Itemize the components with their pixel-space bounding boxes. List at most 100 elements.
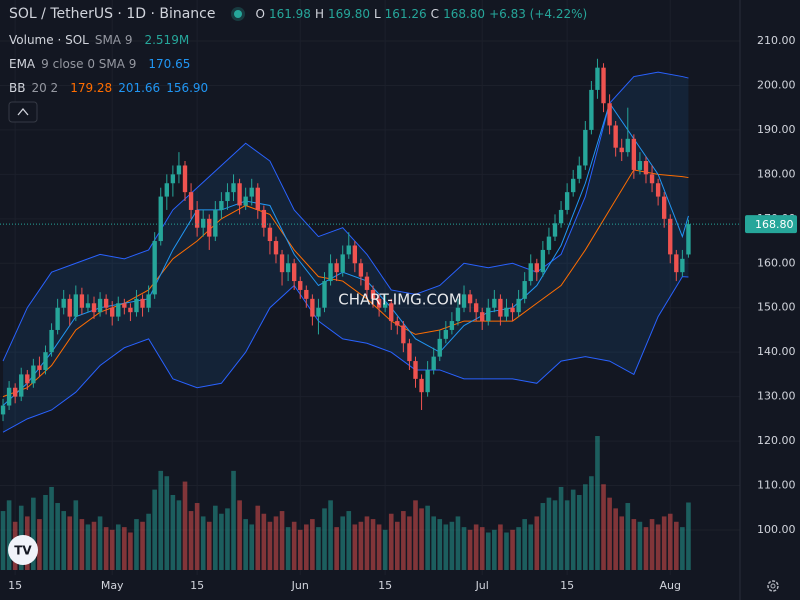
volume-bar (637, 521, 643, 570)
volume-bar (170, 494, 176, 570)
volume-bar (680, 527, 685, 570)
last-price-label: 168.80 (755, 218, 794, 231)
volume-bar (146, 513, 151, 570)
volume-bar (504, 532, 509, 570)
volume-bar (182, 481, 188, 570)
ohlc-value: 169.80 (327, 7, 370, 21)
volume-bar (316, 527, 321, 570)
x-tick-label: 15 (8, 579, 22, 592)
candle-body (116, 303, 121, 317)
candle-body (546, 236, 552, 250)
candle-body (79, 294, 85, 308)
ohlc-value: 161.98 (268, 7, 311, 21)
candle-body (352, 245, 358, 264)
volume-bar (613, 508, 618, 570)
ohlc-key: H (314, 7, 324, 21)
candle-body (382, 303, 388, 308)
volume-bar (200, 516, 206, 570)
candle-body (467, 294, 473, 304)
candle-body (207, 218, 212, 237)
candle-body (243, 196, 248, 206)
volume-bar (231, 470, 236, 570)
volume-bar (419, 508, 424, 570)
last-price-box (745, 215, 797, 234)
volume-bar (522, 519, 527, 570)
volume-bar (249, 524, 255, 570)
candle-body (55, 307, 60, 330)
candle-body (571, 178, 576, 193)
candle-body (19, 374, 24, 397)
candle-body (419, 378, 424, 393)
candle-body (619, 147, 624, 153)
volume-bar (310, 519, 315, 570)
volume-bar (255, 505, 261, 570)
candle-body (146, 294, 151, 308)
candle-body (91, 303, 97, 313)
volume-bar (261, 513, 267, 570)
volume-bar (674, 521, 679, 570)
volume-bar (73, 500, 79, 570)
candle-body (285, 263, 291, 273)
volume-bar (115, 524, 121, 570)
candle-body (643, 161, 649, 175)
volume-bar (461, 527, 467, 570)
volume-bar (649, 519, 655, 570)
volume-bar (213, 505, 218, 570)
candle-body (49, 329, 54, 353)
candle-body (85, 303, 91, 308)
candle-body (492, 298, 497, 308)
bb-lower-line (2, 276, 689, 433)
candle-body (540, 249, 546, 273)
candle-body (279, 254, 285, 273)
volume-bar (6, 500, 12, 570)
candle-body (564, 192, 570, 210)
volume-bar (128, 532, 133, 570)
volume-bar (364, 516, 370, 570)
volume-bar (631, 519, 637, 570)
candle-body (480, 312, 485, 322)
volume-legend: Volume · SOL SMA 9 2.519M (9, 33, 189, 47)
candle-body (364, 276, 370, 290)
volume-bar (328, 500, 333, 570)
legend-name: Volume · SOL (9, 33, 89, 47)
logo: TV (8, 535, 38, 565)
volume-bar (485, 532, 491, 570)
legend-value: 179.28 (70, 81, 113, 95)
volume-bar (619, 516, 625, 570)
volume-bar (601, 484, 606, 570)
candle-body (674, 254, 679, 273)
volume-bar (140, 521, 145, 570)
candle-body (498, 298, 503, 317)
symbol: SOL / TetherUS · 1D · Binance (9, 6, 216, 22)
volume-bar (85, 524, 91, 570)
candle-body (473, 303, 479, 313)
candle-body (201, 218, 206, 228)
candle-body (443, 329, 449, 339)
candle-body (522, 281, 527, 299)
candle-body (661, 196, 667, 219)
x-tick-label: Jul (475, 579, 489, 592)
candle-body (395, 321, 400, 326)
candle-body (128, 307, 133, 313)
volume-bar (401, 511, 406, 570)
candle-body (12, 387, 18, 397)
volume-bar (449, 521, 455, 570)
settings-icon[interactable] (767, 580, 779, 592)
volume-bar (0, 511, 6, 570)
collapse-button[interactable] (8, 101, 38, 123)
candle-body (97, 298, 103, 313)
y-tick-label: 150.00 (757, 301, 796, 314)
volume-bar (516, 527, 521, 570)
y-tick-label: 120.00 (757, 434, 796, 447)
volume-bar (534, 516, 540, 570)
volume-bar (273, 516, 279, 570)
volume-bar (194, 503, 200, 570)
volume-bar (607, 497, 612, 570)
volume-bar (455, 516, 461, 570)
volume-bar (206, 521, 212, 570)
volume-bar (91, 521, 97, 570)
volume-bar (243, 519, 248, 570)
volume-bar (407, 516, 412, 570)
volume-bar (219, 513, 224, 570)
